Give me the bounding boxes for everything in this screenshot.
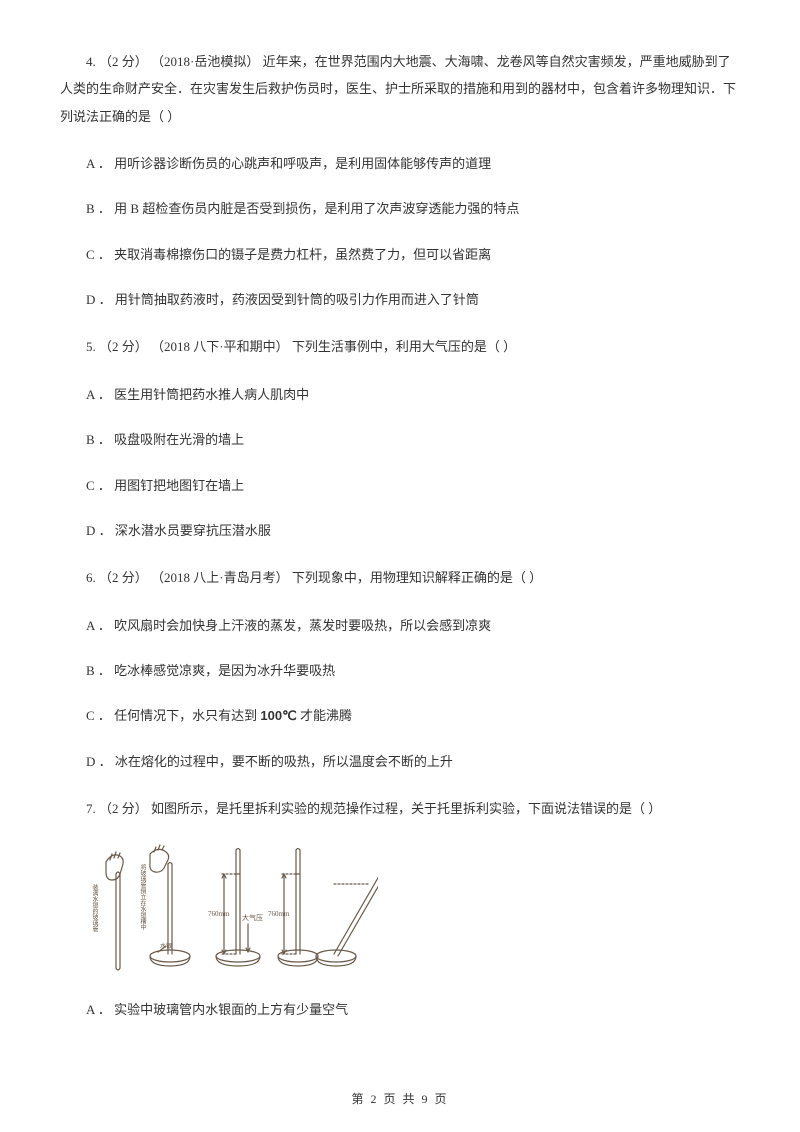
q7-option-a: A ． 实验中玻璃管内水银面的上方有少量空气 <box>60 998 740 1021</box>
q4-option-b: B ． 用 B 超检查伤员内脏是否受到损伤，是利用了次声波穿透能力强的特点 <box>60 197 740 220</box>
q5-option-c: C ． 用图钉把地图钉在墙上 <box>60 474 740 497</box>
svg-text:将玻璃管倒立在水银槽中: 将玻璃管倒立在水银槽中 <box>139 864 146 932</box>
q4-stem: 4. （2 分） （2018·岳池模拟） 近年来，在世界范围内大地震、大海啸、龙… <box>60 48 740 130</box>
q4-option-c: C ． 夹取消毒棉擦伤口的镊子是费力杠杆，虽然费了力，但可以省距离 <box>60 243 740 266</box>
q4-option-d: D ． 用针筒抽取药液时，药液因受到针筒的吸引力作用而进入了针筒 <box>60 288 740 311</box>
q6-c-pre: C ． 任何情况下，水只有达到 <box>86 708 260 723</box>
q6-option-b: B ． 吃冰棒感觉凉爽，是因为冰升华要吸热 <box>60 659 740 682</box>
svg-text:大气压: 大气压 <box>242 913 263 922</box>
q5-option-b: B ． 吸盘吸附在光滑的墙上 <box>60 428 740 451</box>
q4-option-a: A ． 用听诊器诊断伤员的心跳声和呼吸声，是利用固体能够传声的道理 <box>60 152 740 175</box>
q6-c-post: 才能沸腾 <box>297 708 352 723</box>
torricelli-figure: 装满水银的玻璃管 将玻璃管倒立在水银槽中 水银 <box>88 844 740 976</box>
q6-option-d: D ． 冰在熔化的过程中，要不断的吸热，所以温度会不断的上升 <box>60 750 740 773</box>
page-footer: 第 2 页 共 9 页 <box>0 1090 800 1108</box>
q6-stem: 6. （2 分） （2018 八上·青岛月考） 下列现象中，用物理知识解释正确的… <box>60 564 740 591</box>
q5-stem: 5. （2 分） （2018 八下·平和期中） 下列生活事例中，利用大气压的是（… <box>60 333 740 360</box>
q7-stem: 7. （2 分） 如图所示，是托里拆利实验的规范操作过程，关于托里拆利实验，下面… <box>60 795 740 822</box>
q5-option-d: D ． 深水潜水员要穿抗压潜水服 <box>60 519 740 542</box>
svg-text:760mm: 760mm <box>268 910 290 918</box>
q6-option-a: A ． 吹风扇时会加快身上汗液的蒸发，蒸发时要吸热，所以会感到凉爽 <box>60 614 740 637</box>
svg-text:760mm: 760mm <box>208 910 230 918</box>
q5-option-a: A ． 医生用针筒把药水推人病人肌肉中 <box>60 383 740 406</box>
q6-c-temp: 100℃ <box>260 708 296 723</box>
q6-option-c: C ． 任何情况下，水只有达到 100℃ 才能沸腾 <box>60 704 740 727</box>
svg-text:装满水银的玻璃管: 装满水银的玻璃管 <box>91 884 98 934</box>
